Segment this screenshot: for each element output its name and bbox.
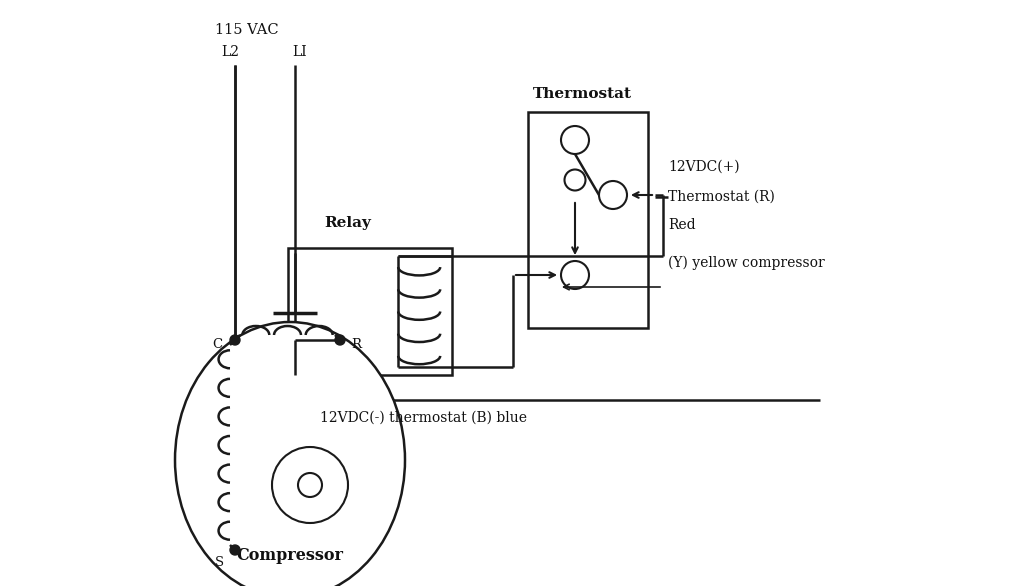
- Text: Relay: Relay: [325, 216, 372, 230]
- Text: Thermostat: Thermostat: [534, 87, 632, 101]
- Circle shape: [335, 335, 345, 345]
- Text: 12VDC(-) thermostat (B) blue: 12VDC(-) thermostat (B) blue: [319, 411, 527, 425]
- Text: 12VDC(+): 12VDC(+): [668, 160, 739, 174]
- Bar: [528, 112, 648, 328]
- Text: LI: LI: [293, 45, 307, 59]
- Text: R: R: [351, 339, 361, 352]
- Circle shape: [230, 335, 240, 345]
- Text: S: S: [214, 556, 223, 568]
- Text: Compressor: Compressor: [237, 547, 343, 564]
- Circle shape: [564, 169, 586, 190]
- Text: 115 VAC: 115 VAC: [215, 23, 279, 37]
- Text: Thermostat (R): Thermostat (R): [668, 190, 775, 204]
- Text: L2: L2: [221, 45, 239, 59]
- Circle shape: [272, 447, 348, 523]
- Circle shape: [298, 473, 322, 497]
- Text: (Y) yellow compressor: (Y) yellow compressor: [668, 256, 824, 270]
- Text: Red: Red: [668, 218, 695, 232]
- Circle shape: [230, 545, 240, 555]
- Circle shape: [561, 126, 589, 154]
- Circle shape: [599, 181, 627, 209]
- Ellipse shape: [175, 322, 406, 586]
- Circle shape: [561, 261, 589, 289]
- Text: C: C: [212, 339, 222, 352]
- Bar: [288, 248, 452, 375]
